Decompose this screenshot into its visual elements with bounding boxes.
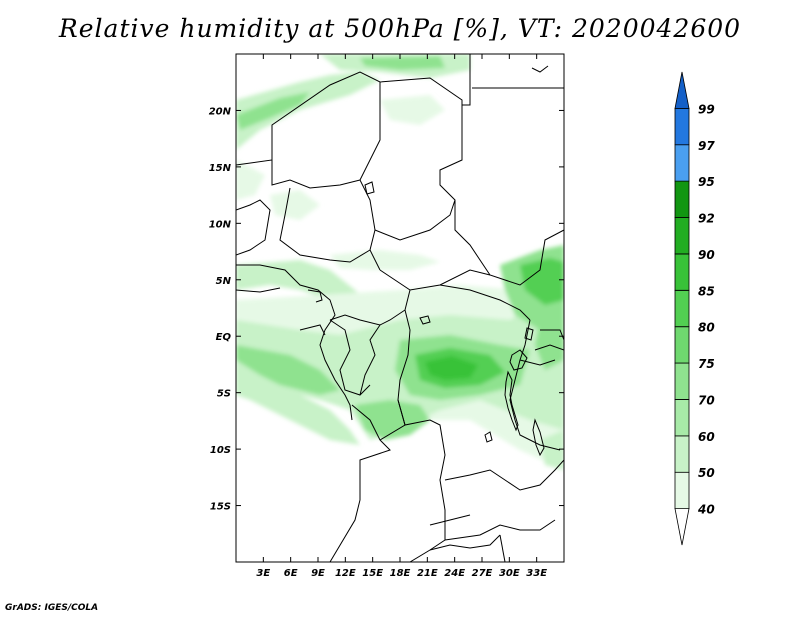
colorbar-label: 95 <box>698 175 715 189</box>
colorbar-label: 97 <box>698 139 715 153</box>
lon-label: 27E <box>472 568 493 579</box>
colorbar-label: 99 <box>698 102 715 116</box>
lon-label: 33E <box>526 568 547 579</box>
colorbar-label: 92 <box>698 212 715 226</box>
colorbar: 40 50 60 70 75 80 85 90 92 95 97 99 <box>674 71 715 546</box>
lon-label: 24E <box>444 568 465 579</box>
map-title: Relative humidity at 500hPa [%], VT: 202… <box>58 14 742 43</box>
colorbar-label: 70 <box>698 393 715 407</box>
grads-credit: GrADS: IGES/COLA <box>5 603 99 613</box>
colorbar-swatch <box>674 144 690 182</box>
colorbar-swatch <box>674 362 690 400</box>
lon-label: 21E <box>417 568 438 579</box>
lat-label: 15N <box>209 163 232 174</box>
colorbar-label: 75 <box>698 357 715 371</box>
lat-label: 15S <box>210 502 231 513</box>
lakes <box>364 181 545 457</box>
lon-label: 15E <box>362 568 383 579</box>
lat-label: 5S <box>217 389 231 400</box>
latitude-axis: 20N 15N 10N 5N EQ 5S 10S 15S <box>209 106 564 513</box>
lon-label: 9E <box>311 568 325 579</box>
lat-label: 10N <box>209 219 232 230</box>
lat-label: 20N <box>209 106 232 117</box>
colorbar-swatch <box>674 71 690 109</box>
coastline <box>235 264 353 421</box>
colorbar-swatch <box>674 253 690 291</box>
lat-label: EQ <box>216 332 232 343</box>
country-borders <box>236 54 564 562</box>
colorbar-swatch <box>674 180 690 218</box>
lat-label: 10S <box>210 445 231 456</box>
colorbar-swatch <box>674 289 690 328</box>
colorbar-label: 60 <box>698 430 715 444</box>
colorbar-label: 90 <box>698 248 715 262</box>
lon-label: 12E <box>335 568 356 579</box>
lon-label: 30E <box>499 568 520 579</box>
colorbar-swatch <box>674 107 690 146</box>
colorbar-label: 80 <box>698 321 715 335</box>
lat-label: 5N <box>216 276 232 287</box>
lon-label: 18E <box>390 568 411 579</box>
colorbar-label: 40 <box>697 503 715 517</box>
colorbar-swatch <box>674 435 690 473</box>
colorbar-swatch <box>674 399 690 437</box>
lon-label: 3E <box>256 568 270 579</box>
colorbar-swatch <box>674 471 690 510</box>
colorbar-swatch <box>674 508 690 546</box>
colorbar-swatch <box>674 326 690 364</box>
colorbar-label: 50 <box>698 466 715 480</box>
lon-label: 6E <box>284 568 298 579</box>
humidity-shading <box>236 54 564 470</box>
longitude-axis: 3E 6E 9E 12E 15E 18E 21E 24E 27E 30E 33E <box>256 54 547 579</box>
colorbar-swatch <box>674 217 690 255</box>
colorbar-label: 85 <box>698 284 715 298</box>
